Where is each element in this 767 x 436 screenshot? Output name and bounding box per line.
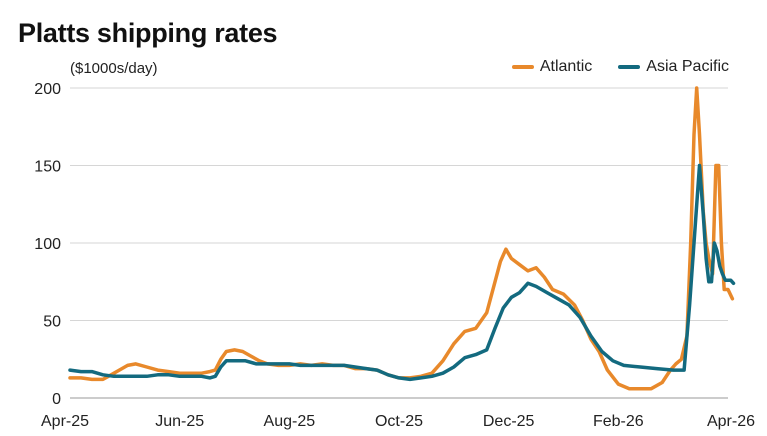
- y-tick-label: 0: [52, 391, 61, 408]
- x-tick-label: Feb-26: [593, 413, 644, 430]
- y-tick-label: 200: [34, 81, 61, 98]
- x-tick-label: Apr-26: [707, 413, 755, 430]
- legend-label-atlantic: Atlantic: [539, 58, 593, 75]
- legend-label-asia-pacific: Asia Pacific: [646, 58, 729, 75]
- y-tick-label: 50: [43, 314, 61, 331]
- series-line-atlantic: [68, 86, 735, 391]
- series-line-asia-pacific: [68, 163, 736, 382]
- legend-item-asia-pacific: Asia Pacific: [618, 58, 729, 76]
- legend: Atlantic Asia Pacific: [486, 58, 729, 76]
- gridlines: [70, 87, 728, 399]
- x-axis-ticks: Apr-25 Jun-25 Aug-25 Oct-25 Dec-25 Feb-26 Apr-…: [41, 413, 755, 430]
- x-tick-label: Apr-25: [41, 413, 89, 430]
- legend-swatch-atlantic: [511, 65, 534, 69]
- legend-item-atlantic: Atlantic: [511, 58, 593, 76]
- x-tick-label: Jun-25: [155, 413, 204, 430]
- legend-swatch-asia-pacific: [618, 65, 641, 69]
- y-tick-label: 100: [34, 236, 61, 253]
- y-axis-unit-label: ($1000s/day): [70, 60, 158, 77]
- chart-title: Platts shipping rates: [18, 18, 278, 48]
- x-tick-label: Aug-25: [264, 413, 316, 430]
- y-axis-ticks: 0 50 100 150 200: [34, 81, 61, 408]
- series-lines: [68, 86, 736, 391]
- y-tick-label: 150: [34, 159, 61, 176]
- x-tick-label: Oct-25: [375, 413, 423, 430]
- x-tick-label: Dec-25: [483, 413, 535, 430]
